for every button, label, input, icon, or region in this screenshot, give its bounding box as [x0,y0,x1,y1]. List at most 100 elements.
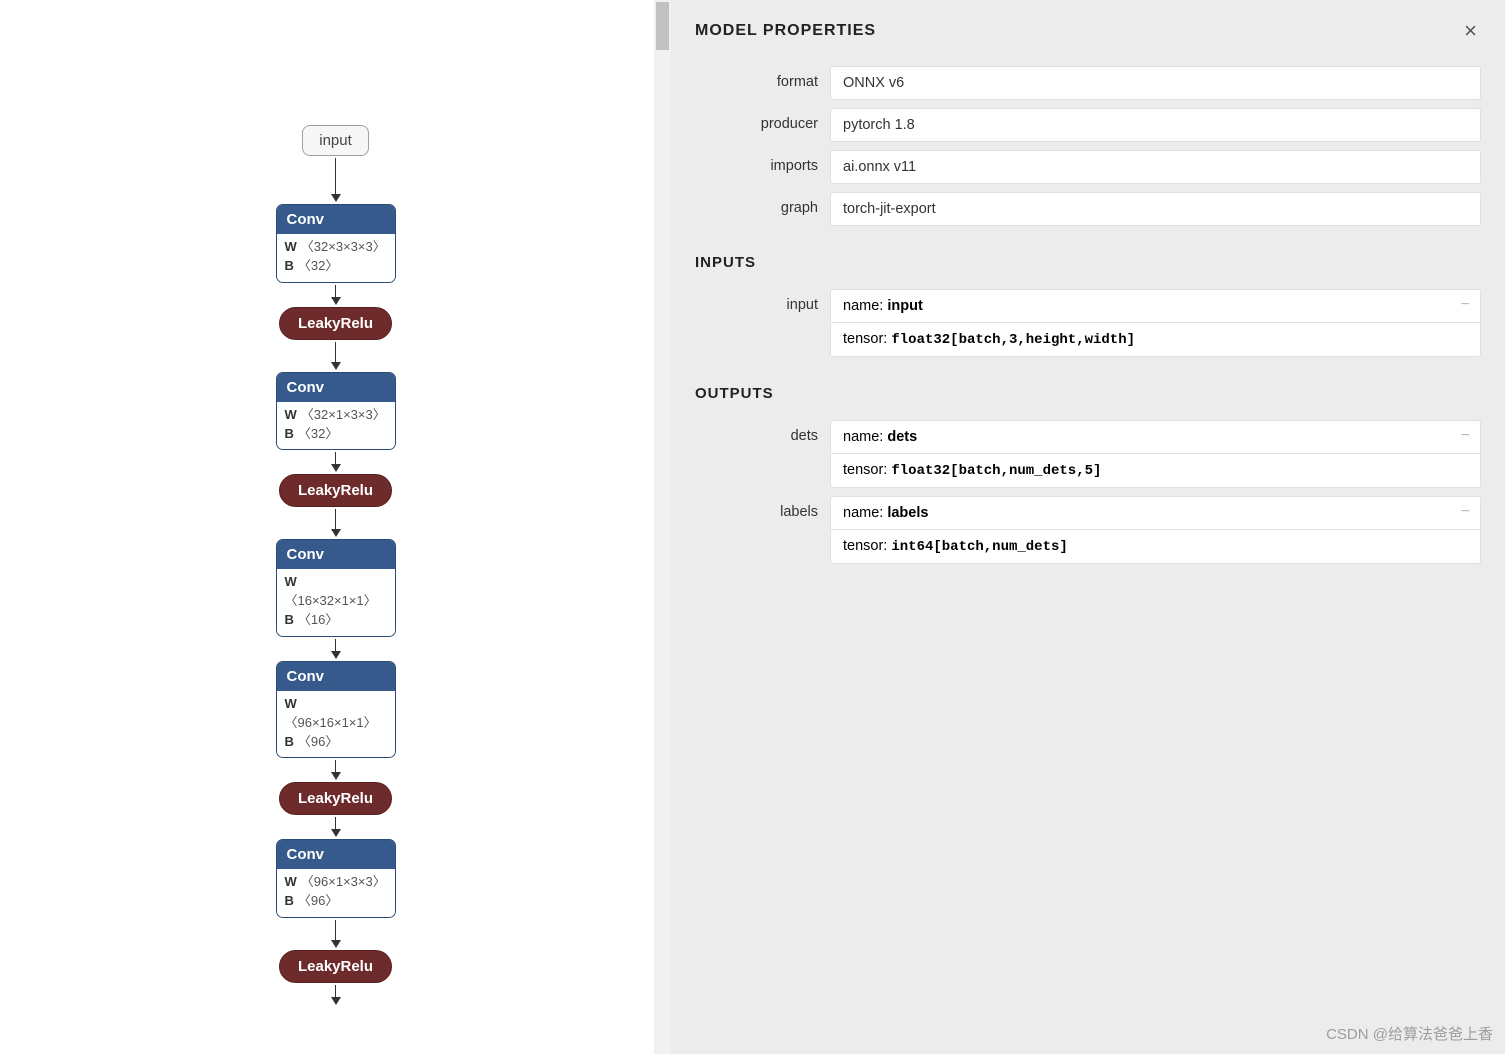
graph-column: inputConvW〈32×3×3×3〉B〈32〉LeakyReluConvW〈… [276,0,396,1007]
properties-title: MODEL PROPERTIES [695,22,876,40]
conv-node-params: W 〈96×16×1×1〉 B 〈96〉 [277,691,395,758]
leakyrelu-node[interactable]: LeakyRelu [279,782,392,815]
conv-param-value: 〈16×32×1×1〉 [285,593,377,608]
outputs-section-title: OUTPUTS [695,385,1481,402]
conv-node-title: Conv [277,205,395,234]
tensor-type-prefix: tensor: [843,538,891,554]
conv-param-line: W 〈96×16×1×1〉 [285,695,387,733]
tensor-type-value: int64[batch,num_dets] [891,539,1067,555]
conv-param-line: W〈32×3×3×3〉 [285,238,387,257]
conv-node-params: W 〈96×1×3×3〉 B〈96〉 [277,869,395,917]
tensor-label: labels [695,496,830,564]
conv-param-line: B〈96〉 [285,892,387,911]
close-icon[interactable]: × [1460,20,1481,42]
tensor-block: name: labels − tensor: int64[batch,num_det… [830,496,1481,564]
conv-param-name: W [285,574,297,589]
conv-node-title: Conv [277,540,395,569]
input-node[interactable]: input [302,125,369,156]
arrow-icon [331,920,341,948]
conv-param-name: B [285,612,294,627]
inputs-section-title: INPUTS [695,254,1481,271]
conv-param-value: 〈96〉 [298,734,338,749]
conv-param-name: B [285,426,294,441]
conv-param-line: B 〈32〉 [285,257,387,276]
conv-param-value: 〈96×16×1×1〉 [285,715,377,730]
tensor-type-value: float32[batch,num_dets,5] [891,463,1101,479]
tensor-name-line: name: labels − [830,496,1481,529]
conv-node-title: Conv [277,662,395,691]
graph-pane[interactable]: inputConvW〈32×3×3×3〉B〈32〉LeakyReluConvW〈… [0,0,671,1054]
property-row: importsai.onnx v11 [695,150,1481,184]
conv-param-line: W 〈96×1×3×3〉 [285,873,387,892]
conv-node[interactable]: ConvW〈16×32×1×1〉B〈16〉 [276,539,396,637]
property-value: ONNX v6 [830,66,1481,100]
tensor-name-line: name: input − [830,289,1481,322]
collapse-icon[interactable]: − [1461,503,1470,521]
arrow-icon [331,985,341,1005]
arrow-icon [331,158,341,202]
conv-param-value: 〈96〉 [298,893,338,908]
conv-param-line: W 〈32×1×3×3〉 [285,406,387,425]
tensor-type-prefix: tensor: [843,331,891,347]
tensor-name-value: dets [887,429,917,445]
conv-param-line: W 〈16×32×1×1〉 [285,573,387,611]
conv-node[interactable]: Conv W 〈96×16×1×1〉 B 〈96〉 [276,661,396,759]
conv-param-value: 〈32×1×3×3〉 [301,407,386,422]
property-label: imports [695,150,830,184]
property-label: graph [695,192,830,226]
tensor-type-prefix: tensor: [843,462,891,478]
arrow-icon [331,285,341,305]
conv-param-value: 〈96×1×3×3〉 [301,874,386,889]
conv-node-params: W〈16×32×1×1〉B〈16〉 [277,569,395,636]
conv-node-title: Conv [277,840,395,869]
conv-node[interactable]: Conv W 〈96×1×3×3〉 B〈96〉 [276,839,396,918]
tensor-type-line: tensor: int64[batch,num_dets] [830,529,1481,564]
scrollbar-thumb[interactable] [656,2,669,50]
conv-node[interactable]: Conv W 〈32×1×3×3〉 B 〈32〉 [276,372,396,451]
arrow-icon [331,760,341,780]
arrow-icon [331,639,341,659]
property-row: formatONNX v6 [695,66,1481,100]
tensor-type-value: float32[batch,3,height,width] [891,332,1135,348]
tensor-name-line: name: dets− [830,420,1481,453]
conv-node-params: W〈32×3×3×3〉B 〈32〉 [277,234,395,282]
tensor-type-line: tensor: float32[batch,3,height,width] [830,322,1481,357]
property-value: pytorch 1.8 [830,108,1481,142]
conv-param-value: 〈32〉 [298,426,338,441]
collapse-icon[interactable]: − [1461,296,1470,314]
input-row: inputname: input−tensor: float32[batch,3… [695,289,1481,357]
conv-param-name: B [285,258,294,273]
inputs-list: inputname: input−tensor: float32[batch,3… [695,289,1481,357]
tensor-label: dets [695,420,830,488]
leakyrelu-node[interactable]: LeakyRelu [279,307,392,340]
watermark-text: CSDN @给算法爸爸上香 [1326,1023,1493,1044]
tensor-name-value: input [887,298,922,314]
conv-node[interactable]: Conv W〈32×3×3×3〉B 〈32〉 [276,204,396,283]
model-properties-list: formatONNX v6 producerpytorch 1.8 importsa… [695,66,1481,226]
conv-param-name: W [285,696,297,711]
property-value: torch-jit-export [830,192,1481,226]
conv-param-name: W [285,407,297,422]
leakyrelu-node[interactable]: LeakyRelu [279,474,392,507]
conv-param-name: B [285,734,294,749]
outputs-list: dets name: dets − tensor: float32[batch,num… [695,420,1481,564]
conv-param-line: B 〈32〉 [285,425,387,444]
scrollbar-track[interactable] [654,0,671,1054]
arrow-icon [331,817,341,837]
conv-node-title: Conv [277,373,395,402]
conv-param-name: W [285,874,297,889]
leakyrelu-node[interactable]: LeakyRelu [279,950,392,983]
arrow-icon [331,342,341,370]
tensor-name-prefix: name: [843,505,887,521]
property-row: producerpytorch 1.8 [695,108,1481,142]
collapse-icon[interactable]: − [1461,427,1470,445]
conv-param-line: B 〈96〉 [285,733,387,752]
conv-param-value: 〈32〉 [298,258,338,273]
tensor-name-prefix: name: [843,298,887,314]
properties-header: MODEL PROPERTIES × [695,20,1481,42]
tensor-name-value: labels [887,505,928,521]
arrow-icon [331,452,341,472]
property-label: format [695,66,830,100]
conv-param-name: W [285,239,297,254]
properties-pane: MODEL PROPERTIES × formatONNX v6 producer… [671,0,1505,1054]
